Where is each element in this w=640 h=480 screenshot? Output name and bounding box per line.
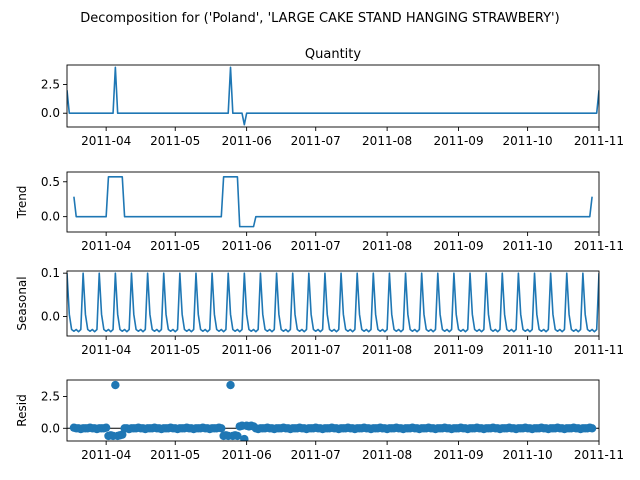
trend-xtick-label: 2011-04: [81, 239, 131, 253]
seasonal-xtick-label: 2011-10: [503, 343, 553, 357]
quantity-panel: Quantity 0.0 2.5 2011-04 2011-05 2011-06 2011-…: [41, 47, 624, 148]
resid-point: [233, 431, 242, 441]
quantity-axes-frame: [66, 64, 600, 128]
trend-ylabel: Trend: [15, 186, 29, 220]
resid-point: [587, 424, 597, 433]
trend-xtick-label: 2011-05: [150, 239, 200, 253]
seasonal-xtick-label: 2011-08: [362, 343, 412, 357]
seasonal-series-line: [67, 272, 599, 333]
resid-xtick-label: 2011-08: [362, 448, 412, 462]
resid-ytick-label: 2.5: [41, 390, 60, 404]
quantity-plot-area: [67, 66, 599, 126]
seasonal-xtick-label: 2011-04: [81, 343, 131, 357]
trend-xtick-label: 2011-07: [291, 239, 341, 253]
seasonal-axes-frame: [66, 270, 600, 337]
quantity-title: Quantity: [305, 47, 361, 62]
resid-xtick-label: 2011-11: [574, 448, 624, 462]
quantity-xtick-label: 2011-04: [81, 134, 131, 148]
quantity-xtick-label: 2011-08: [362, 134, 412, 148]
quantity-xtick-label: 2011-09: [433, 134, 483, 148]
resid-xtick-label: 2011-07: [291, 448, 341, 462]
seasonal-xtick-label: 2011-06: [222, 343, 272, 357]
seasonal-xtick-label: 2011-09: [433, 343, 483, 357]
trend-xtick-label: 2011-10: [503, 239, 553, 253]
seasonal-ytick-label: 0.0: [41, 310, 60, 324]
trend-series-line: [73, 176, 593, 228]
seasonal-plot-area: [67, 272, 599, 333]
resid-ylabel: Resid: [15, 394, 29, 426]
resid-xtick-label: 2011-10: [503, 448, 553, 462]
quantity-ytick-label: 0.0: [41, 106, 60, 120]
resid-panel: Resid 0.0 2.5 2011-04 2011-05 2011-06 2011-07 2…: [15, 379, 624, 462]
subplot-panels: Quantity 0.0 2.5 2011-04 2011-05 2011-06 2011-…: [15, 47, 624, 462]
quantity-xtick-label: 2011-07: [291, 134, 341, 148]
trend-ytick-label: 0.5: [41, 175, 60, 189]
resid-point: [240, 434, 249, 441]
resid-xtick-label: 2011-09: [433, 448, 483, 462]
seasonal-xtick-label: 2011-05: [150, 343, 200, 357]
resid-plot-area: [67, 380, 599, 441]
resid-point: [217, 424, 226, 433]
resid-point: [118, 430, 127, 439]
quantity-ytick-label: 2.5: [41, 78, 60, 92]
seasonal-xtick-label: 2011-07: [291, 343, 341, 357]
seasonal-xtick-label: 2011-11: [574, 343, 624, 357]
resid-axes-frame: [66, 379, 600, 442]
seasonal-panel: Seasonal 0.0 0.1 2011-04 2011-05 2011-06 2011-…: [15, 266, 624, 357]
resid-xtick-label: 2011-05: [150, 448, 200, 462]
resid-xtick-label: 2011-06: [222, 448, 272, 462]
figure-title: Decomposition for ('Poland', 'LARGE CAKE…: [80, 11, 559, 26]
resid-xtick-label: 2011-04: [81, 448, 131, 462]
trend-xtick-label: 2011-11: [574, 239, 624, 253]
resid-point: [226, 380, 235, 390]
resid-ytick-label: 0.0: [41, 421, 60, 435]
trend-panel: Trend 0.0 0.5 2011-04 2011-05 2011-06 2011-07 2…: [15, 171, 624, 253]
quantity-series-line: [67, 66, 599, 126]
resid-point: [101, 423, 111, 432]
trend-xtick-label: 2011-06: [222, 239, 272, 253]
quantity-xtick-label: 2011-11: [574, 134, 624, 148]
resid-point: [111, 380, 120, 390]
trend-axes-frame: [66, 171, 600, 233]
quantity-xtick-label: 2011-10: [503, 134, 553, 148]
seasonal-ytick-label: 0.1: [41, 266, 60, 280]
trend-xtick-label: 2011-09: [433, 239, 483, 253]
quantity-xtick-label: 2011-05: [150, 134, 200, 148]
seasonal-ylabel: Seasonal: [15, 276, 29, 330]
trend-ytick-label: 0.0: [41, 210, 60, 224]
trend-plot-area: [73, 176, 593, 228]
trend-xtick-label: 2011-08: [362, 239, 412, 253]
quantity-xtick-label: 2011-06: [222, 134, 272, 148]
